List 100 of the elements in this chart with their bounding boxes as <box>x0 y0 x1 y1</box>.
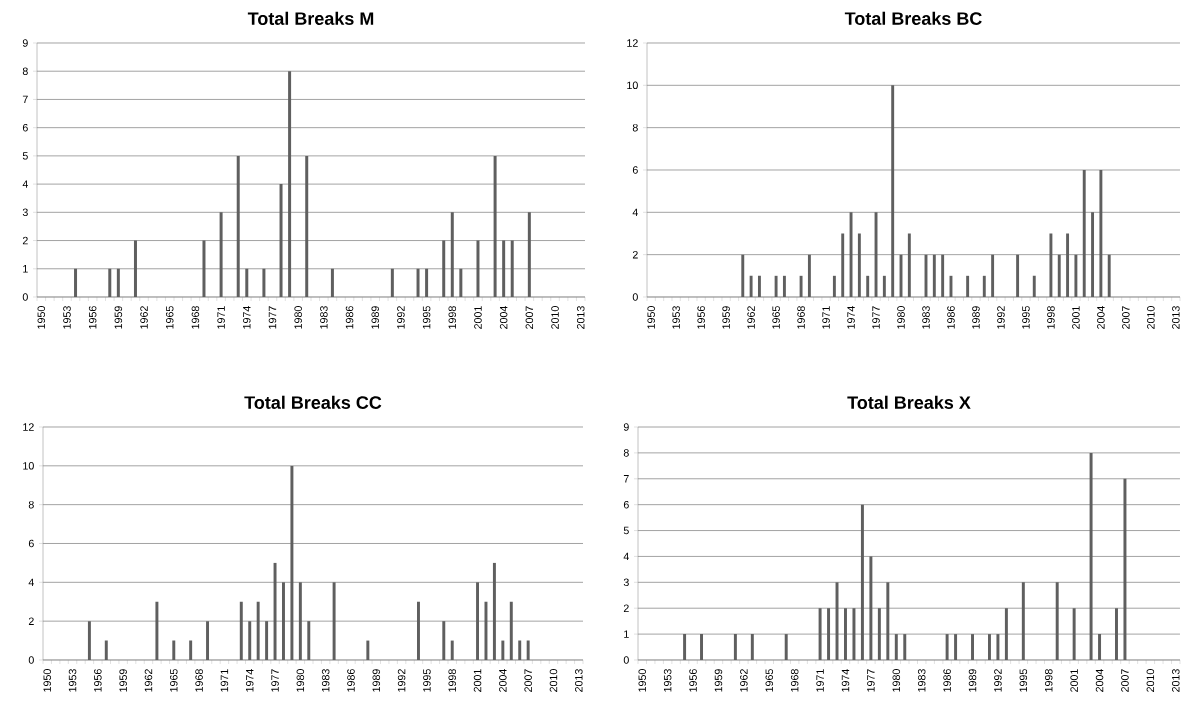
y-tick-label: 7 <box>623 475 629 483</box>
y-tick-label: 2 <box>28 617 34 625</box>
x-tick-label: 1986 <box>347 669 355 692</box>
chart-title: Total Breaks BC <box>844 11 982 25</box>
bar <box>987 634 991 660</box>
bar <box>782 275 786 297</box>
bar <box>741 254 745 297</box>
chart-title: Total Breaks X <box>847 395 971 409</box>
bar <box>1115 608 1118 660</box>
x-tick-label: 1959 <box>714 669 723 692</box>
x-tick-label: 2001 <box>1070 669 1078 692</box>
x-tick-label: 2004 <box>499 669 507 692</box>
x-tick-label: 1950 <box>647 306 655 329</box>
x-tick-label: 1977 <box>271 669 279 692</box>
x-tick-label: 1971 <box>220 669 229 692</box>
bar <box>189 640 193 660</box>
bar <box>202 240 206 297</box>
y-tick-label: 4 <box>28 578 34 586</box>
x-tick-label: 1962 <box>144 669 153 692</box>
y-tick-label: 10 <box>627 81 638 90</box>
bar <box>502 240 506 297</box>
x-tick-label: 1974 <box>847 306 855 329</box>
x-tick-label: 1971 <box>822 306 830 329</box>
x-tick-label: 1995 <box>423 669 431 692</box>
bar <box>860 504 864 660</box>
bar <box>256 601 260 660</box>
bar <box>1107 254 1111 297</box>
x-tick-label: 1962 <box>747 306 755 329</box>
bar <box>305 155 309 297</box>
bar <box>991 254 995 297</box>
bar <box>273 562 277 660</box>
bar <box>807 254 811 297</box>
y-tick-label: 4 <box>623 552 629 561</box>
bar <box>1066 233 1070 297</box>
bar <box>290 465 294 660</box>
x-tick-label: 1986 <box>947 306 955 329</box>
y-tick-label: 0 <box>632 293 638 301</box>
x-tick-label: 1962 <box>140 306 148 329</box>
bar <box>262 268 266 297</box>
bar <box>733 634 737 660</box>
y-tick-label: 2 <box>632 250 638 259</box>
x-tick-label: 1998 <box>1047 306 1055 329</box>
x-tick-label: 1995 <box>1019 669 1028 692</box>
x-tick-label: 2010 <box>549 669 558 692</box>
x-tick-label: 1962 <box>740 669 748 692</box>
x-tick-label: 1989 <box>968 669 977 692</box>
x-tick-label: 2013 <box>1171 669 1180 692</box>
bar <box>239 601 243 660</box>
x-tick-label: 1953 <box>68 669 77 692</box>
bar <box>459 268 463 297</box>
bar <box>248 621 252 660</box>
y-tick-label: 5 <box>22 152 28 160</box>
bar <box>799 275 803 297</box>
bar <box>74 268 78 297</box>
x-tick-label: 1956 <box>697 306 705 329</box>
bar <box>1098 634 1102 660</box>
chart-title: Total Breaks CC <box>244 395 382 409</box>
x-tick-label: 1974 <box>245 669 254 692</box>
bar <box>509 601 513 660</box>
bar <box>866 275 870 297</box>
bar <box>932 254 936 297</box>
x-tick-label: 1968 <box>797 306 805 329</box>
x-tick-label: 1983 <box>320 306 328 329</box>
y-tick-label: 0 <box>28 656 34 664</box>
x-tick-label: 2010 <box>551 306 559 329</box>
x-tick-label: 1992 <box>997 306 1005 329</box>
bar <box>1074 254 1078 297</box>
y-tick-label: 9 <box>22 39 28 47</box>
x-tick-label: 1989 <box>371 306 379 329</box>
bar <box>827 608 831 660</box>
bar <box>1004 608 1008 660</box>
bar <box>330 268 334 297</box>
bar <box>700 634 704 660</box>
bar <box>971 634 974 660</box>
y-tick-label: 6 <box>22 123 28 132</box>
x-tick-label: 1980 <box>892 669 901 692</box>
bar <box>1099 169 1103 297</box>
x-tick-label: 1968 <box>191 306 200 329</box>
x-tick-label: 1965 <box>170 669 178 692</box>
x-tick-label: 1971 <box>816 669 824 692</box>
x-tick-label: 1986 <box>943 669 951 692</box>
x-tick-label: 1974 <box>841 669 850 692</box>
bar <box>784 634 788 660</box>
bar <box>104 640 108 660</box>
x-tick-label: 1992 <box>397 669 406 692</box>
bar <box>886 582 890 660</box>
bar <box>108 268 112 297</box>
x-tick-label: 2004 <box>1097 306 1105 329</box>
y-tick-label: 4 <box>632 208 638 216</box>
bar <box>818 608 822 660</box>
bar <box>852 608 856 660</box>
x-tick-label: 2013 <box>575 669 583 692</box>
y-tick-label: 10 <box>23 462 34 470</box>
x-tick-label: 1998 <box>1044 669 1053 692</box>
bar <box>279 184 283 297</box>
bar <box>941 254 945 297</box>
bar <box>484 601 488 660</box>
x-tick-label: 1953 <box>663 669 672 692</box>
y-tick-label: 9 <box>623 423 629 431</box>
x-tick-label: 1980 <box>294 306 302 329</box>
